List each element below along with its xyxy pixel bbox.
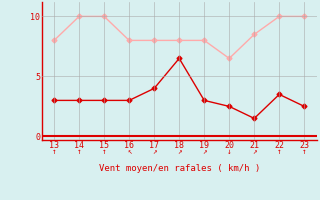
Text: ↗: ↗	[152, 147, 156, 156]
Text: ↑: ↑	[102, 147, 107, 156]
Text: ↑: ↑	[52, 147, 56, 156]
Text: ↗: ↗	[177, 147, 181, 156]
Text: ↓: ↓	[227, 147, 232, 156]
Text: ↑: ↑	[277, 147, 282, 156]
Text: ↑: ↑	[302, 147, 307, 156]
X-axis label: Vent moyen/en rafales ( km/h ): Vent moyen/en rafales ( km/h )	[99, 164, 260, 173]
Text: ↑: ↑	[77, 147, 81, 156]
Text: ↗: ↗	[202, 147, 206, 156]
Text: ↖: ↖	[127, 147, 132, 156]
Text: ↗: ↗	[252, 147, 257, 156]
